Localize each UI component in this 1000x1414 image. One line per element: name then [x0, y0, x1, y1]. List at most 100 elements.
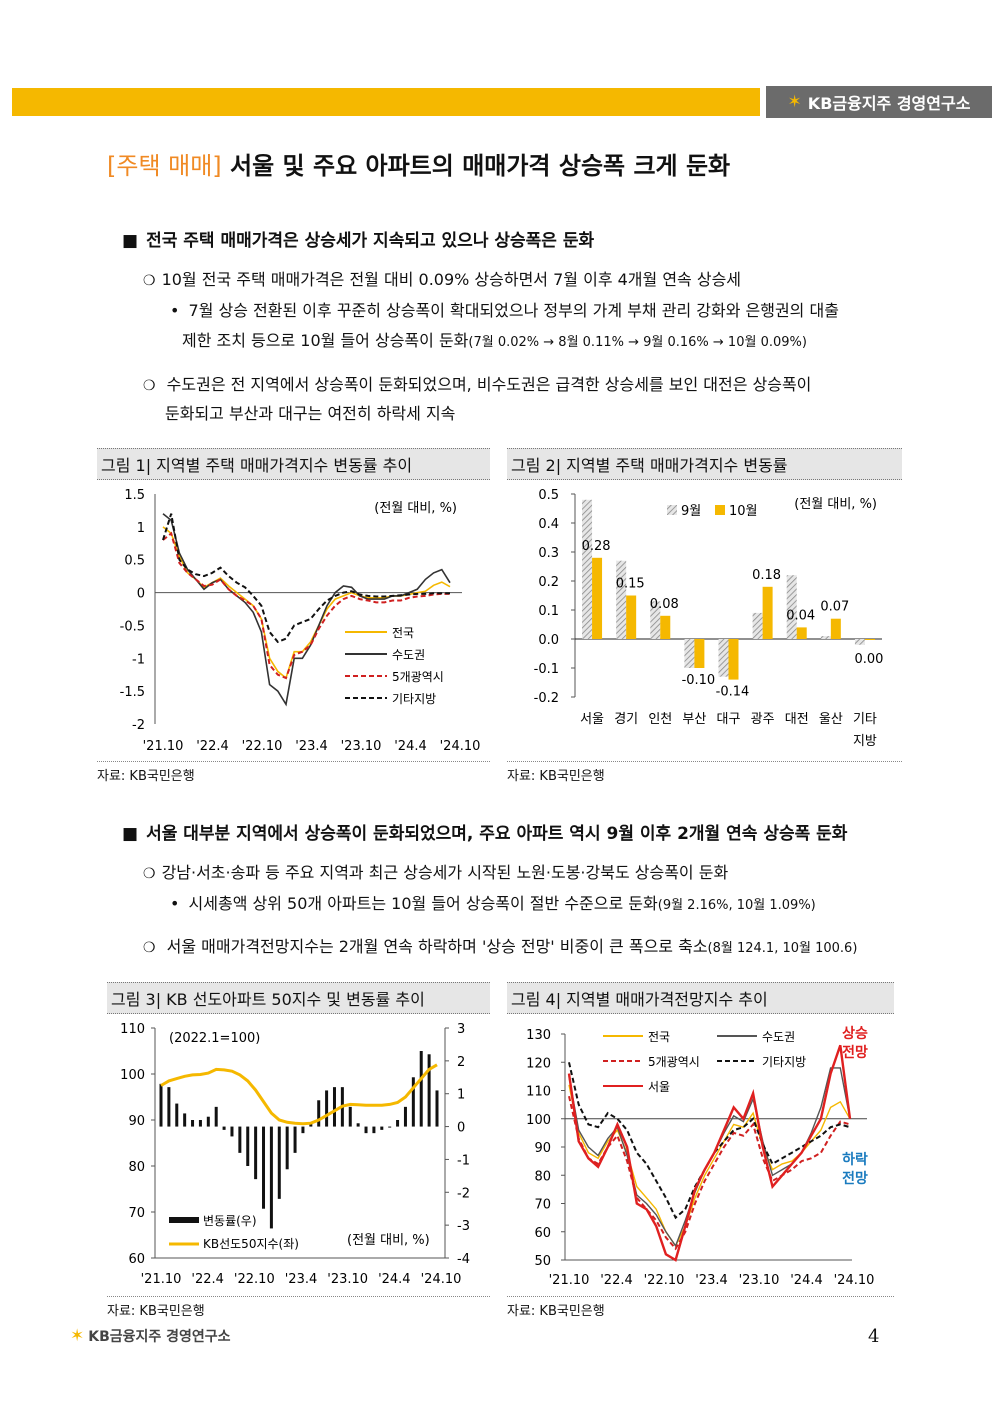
- fig1-legend-label: 전국: [392, 626, 414, 640]
- fig4-x-tick: '23.10: [739, 1273, 780, 1288]
- fig2-data-label: 0.08: [650, 597, 679, 612]
- fig2-y-tick: 0.5: [538, 488, 559, 503]
- fig3-right-tick: 3: [457, 1022, 465, 1037]
- section2-heading: 서울 대부분 지역에서 상승폭이 둔화되었으며, 주요 아파트 역시 9월 이후…: [122, 819, 847, 844]
- fig2-category-label: 울산: [819, 712, 843, 727]
- fig3-change-bar: [411, 1077, 415, 1127]
- fig4-legend-label: 5개광역시: [648, 1055, 700, 1069]
- fig3-unit: (전월 대비, %): [347, 1233, 430, 1248]
- fig3-left-tick: 100: [120, 1068, 145, 1083]
- fig4-series-line: [568, 1095, 851, 1251]
- fig4-down-label: 전망: [842, 1170, 868, 1187]
- fig3-x-tick: '24.10: [421, 1272, 462, 1287]
- fig3-change-bar: [427, 1054, 431, 1127]
- fig1-x-tick: '24.10: [440, 739, 481, 754]
- fig4-series-line: [568, 1062, 851, 1220]
- fig4-legend-label: 서울: [648, 1080, 670, 1094]
- fig4-x-tick: '23.4: [695, 1273, 728, 1288]
- fig1-x-tick: '23.4: [295, 739, 328, 754]
- fig2-data-label: 0.18: [752, 568, 781, 583]
- fig3-change-bar: [372, 1126, 376, 1134]
- section1-bullet2: 수도권은 전 지역에서 상승폭이 둔화되었으며, 비수도권은 급격한 상승세를 …: [143, 371, 898, 428]
- fig2-unit: (전월 대비, %): [794, 497, 877, 512]
- fig3-legend-label-bar: 변동률(우): [203, 1214, 257, 1228]
- fig2-bar-sep: [650, 601, 661, 639]
- title-text: 서울 및 주요 아파트의 매매가격 상승폭 크게 둔화: [230, 152, 731, 180]
- fig4-series-line: [568, 1084, 851, 1248]
- fig1-y-tick: 1: [137, 521, 145, 536]
- header-accent-bar: [12, 88, 760, 116]
- fig2-bar-sep: [752, 612, 763, 639]
- fig1-x-tick: '24.4: [394, 739, 427, 754]
- fig2-bar-oct: [830, 618, 841, 639]
- fig3-change-bar: [238, 1126, 242, 1153]
- fig3-legend-label-line: KB선도50지수(좌): [203, 1237, 299, 1251]
- section2-sub1: 시세총액 상위 50개 아파트는 10월 들어 상승폭이 절반 수준으로 둔화(…: [170, 889, 895, 921]
- fig2-bar-sep: [786, 575, 797, 639]
- fig3-change-bar: [325, 1090, 329, 1127]
- fig3-change-bar: [262, 1126, 266, 1209]
- fig1-y-tick: 0: [137, 587, 145, 602]
- fig3-left-tick: 110: [120, 1022, 145, 1037]
- section1-bullet2-line1: 수도권은 전 지역에서 상승폭이 둔화되었으며, 비수도권은 급격한 상승세를 …: [166, 375, 812, 394]
- fig1-y-tick: 0.5: [124, 554, 145, 569]
- page-number: 4: [868, 1326, 880, 1347]
- fig2-bar-sep: [854, 639, 865, 645]
- section1-sub1-line1: 7월 상승 전환된 이후 꾸준히 상승폭이 확대되었으나 정부의 가계 부채 관…: [188, 301, 839, 320]
- fig2-bar-oct: [796, 627, 807, 639]
- fig4-source: 자료: KB국민은행: [507, 1296, 894, 1319]
- page-title: [주택 매매] 서울 및 주요 아파트의 매매가격 상승폭 크게 둔화: [107, 146, 730, 181]
- section1-bullet1: 10월 전국 주택 매매가격은 전월 대비 0.09% 상승하면서 7월 이후 …: [143, 266, 741, 290]
- fig1-x-tick: '21.10: [143, 739, 184, 754]
- fig2-bar-sep: [820, 636, 831, 639]
- section2-bullet1: 강남·서초·송파 등 주요 지역과 최근 상승세가 시작된 노원·도봉·강북도 …: [143, 859, 729, 883]
- fig2-category-label: 대구: [717, 712, 741, 727]
- fig2-category-label: 서울: [580, 712, 604, 727]
- fig1-y-tick: -2: [132, 718, 145, 733]
- fig4-y-tick: 130: [526, 1028, 551, 1043]
- fig2-category-label: 부산: [682, 712, 706, 727]
- fig3-change-bar: [159, 1083, 163, 1127]
- fig2-data-label: 0.04: [786, 608, 815, 623]
- fig3-change-bar: [246, 1126, 250, 1166]
- fig2-bar-oct: [592, 557, 603, 639]
- fig3-source: 자료: KB국민은행: [107, 1296, 490, 1319]
- fig2-bar-oct: [864, 639, 875, 640]
- fig2-bar-oct: [694, 639, 705, 668]
- fig2-data-label: 0.28: [582, 539, 611, 554]
- fig3-change-bar: [222, 1126, 226, 1130]
- fig4-y-tick: 60: [534, 1226, 551, 1241]
- fig2-data-label: -0.14: [716, 685, 750, 700]
- section1-sub1: 7월 상승 전환된 이후 꾸준히 상승폭이 확대되었으나 정부의 가계 부채 관…: [170, 296, 895, 358]
- section2-bullet2: 서울 매매가격전망지수는 2개월 연속 하락하며 '상승 전망' 비중이 큰 폭…: [143, 933, 858, 957]
- fig3-change-bar: [198, 1120, 202, 1127]
- fig4-legend-label: 수도권: [762, 1030, 795, 1044]
- fig4-series-line: [567, 1044, 852, 1262]
- fig2-data-label: -0.10: [682, 673, 716, 688]
- fig4-series-line: [568, 1067, 851, 1248]
- fig2-bar-oct: [626, 595, 637, 639]
- section2-bullet2-note: (8월 124.1, 10월 100.6): [707, 941, 858, 956]
- fig1-series-line: [162, 513, 450, 644]
- fig4-y-tick: 120: [526, 1056, 551, 1071]
- fig4-y-tick: 70: [534, 1198, 551, 1213]
- fig3-x-tick: '24.4: [378, 1272, 411, 1287]
- fig1-title: 그림 1| 지역별 주택 매매가격지수 변동률 추이: [97, 448, 490, 480]
- fig1-legend-label: 5개광역시: [392, 670, 444, 684]
- fig3-left-tick: 70: [128, 1206, 145, 1221]
- fig2-bar-oct: [660, 615, 671, 639]
- fig3-change-bar: [309, 1123, 313, 1127]
- fig2-y-tick: 0.0: [538, 633, 559, 648]
- fig3-change-bar: [403, 1106, 407, 1127]
- fig2-y-tick: 0.1: [538, 604, 559, 619]
- fig3-base: (2022.1=100): [169, 1031, 260, 1046]
- fig2-bar-sep: [582, 499, 593, 639]
- fig1-x-tick: '23.10: [341, 739, 382, 754]
- fig1-x-tick: '22.4: [196, 739, 229, 754]
- fig2-legend-swatch: [667, 505, 677, 515]
- fig4-title: 그림 4| 지역별 매매가격전망지수 추이: [507, 982, 894, 1014]
- fig4-up-label: 전망: [842, 1044, 868, 1061]
- fig3-change-bar: [214, 1106, 218, 1127]
- fig3-change-bar: [167, 1087, 171, 1127]
- fig3-right-tick: -4: [457, 1252, 470, 1267]
